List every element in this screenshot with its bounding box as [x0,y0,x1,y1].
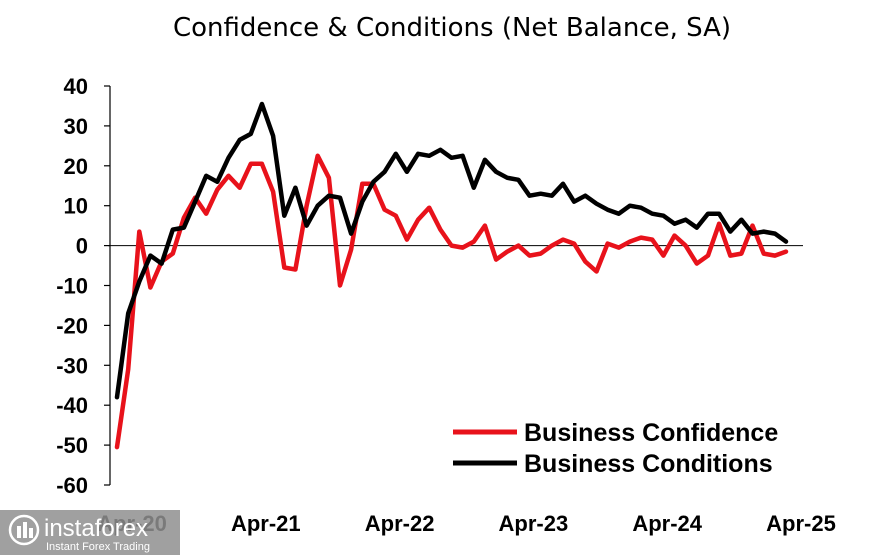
legend: Business Confidence Business Conditions [453,419,778,478]
legend-item-business-confidence: Business Confidence [453,419,778,447]
y-tick-label: -50 [56,433,88,458]
series-line-business-conditions [114,101,789,400]
x-tick-label: Apr-21 [231,511,301,536]
x-tick-label: Apr-25 [766,511,836,536]
y-tick-label: -30 [56,353,88,378]
y-axis: 40 30 20 10 0 -10 -20 -30 -40 -50 -60 [56,74,111,498]
series-layer [114,101,789,450]
watermark-brand: instaforex [44,515,148,542]
instaforex-watermark: instaforex Instant Forex Trading [0,510,180,555]
y-tick-label: 10 [64,194,88,219]
series-line-business-confidence [114,153,789,450]
instaforex-logo-icon [8,514,40,546]
y-tick-label: -10 [56,274,88,299]
y-tick-label: 40 [64,74,88,99]
legend-label-business-conditions: Business Conditions [524,450,773,478]
y-tick-label: 0 [76,234,88,259]
y-tick-label: 30 [64,114,88,139]
y-tick-label: 20 [64,154,88,179]
x-tick-label: Apr-23 [499,511,569,536]
legend-item-business-conditions: Business Conditions [453,450,773,478]
x-tick-label: Apr-22 [365,511,435,536]
chart-title: Confidence & Conditions (Net Balance, SA… [173,13,731,43]
watermark-tagline: Instant Forex Trading [46,541,150,553]
x-tick-label: Apr-24 [632,511,702,536]
y-tick-label: -20 [56,313,88,338]
y-tick-label: -40 [56,393,88,418]
legend-label-business-confidence: Business Confidence [524,419,778,447]
y-tick-label: -60 [56,473,88,498]
